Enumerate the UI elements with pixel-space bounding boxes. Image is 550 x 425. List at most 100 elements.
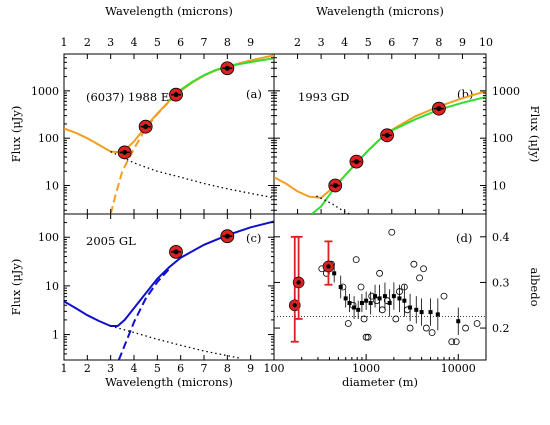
panel-c-model-total-line (64, 220, 274, 327)
panel-d-individual-point (392, 315, 400, 323)
panel-a-top-tick-label: 6 (177, 36, 184, 49)
panel-b-top-tick-label: 10 (479, 36, 493, 49)
panel-c-observation-center (224, 233, 230, 239)
panel-d-binned-point (368, 300, 373, 305)
panel-d-individual-point (462, 324, 469, 332)
panel-b-observation-center (353, 159, 359, 165)
panel-a-plot-area (64, 54, 274, 214)
panel-c-x-tick-label: 9 (247, 362, 254, 375)
panel-d-frame (273, 213, 487, 361)
panel-d-y-tick-label: 0.3 (492, 276, 510, 289)
panel-a-observation-center (224, 65, 230, 71)
panel-d-x-tick-label: 1000 (352, 362, 380, 375)
panel-a-top-axis-label: Wavelength (microns) (105, 4, 233, 18)
panel-b-top-tick-label: 6 (388, 36, 395, 49)
panel-d-binned-point (356, 307, 361, 312)
panel-d-binned-point (428, 310, 433, 315)
panel-d-individual-point (448, 338, 456, 346)
panel-a-model-reflected-line (110, 151, 274, 199)
panel-a-top-tick-label: 3 (107, 36, 114, 49)
panel-a-top-tick-label: 7 (201, 36, 208, 49)
panel-a-frame (63, 53, 275, 215)
panel-d-binned-point (352, 305, 357, 310)
panel-b-frame (273, 53, 487, 215)
panel-b-observation-center (332, 183, 338, 189)
panel-a-top-tick-label: 4 (131, 36, 138, 49)
panel-d-individual-point (364, 333, 372, 341)
panel-a-label: (a) (246, 87, 262, 101)
panel-c-label: (c) (246, 231, 261, 245)
panel-d-binned-point (359, 300, 364, 305)
panel-d-binned-point (414, 307, 419, 312)
panel-b-label: (b) (457, 87, 473, 101)
panel-b-model-total-line (274, 90, 486, 199)
panel-d-highlighted-point-center (292, 303, 297, 308)
panel-d-binned-point (382, 294, 387, 299)
panel-d-individual-point (428, 329, 436, 337)
panel-d-binned-point (402, 298, 407, 303)
panel-c-x-tick-label: 2 (84, 362, 91, 375)
panel-d-binned-point (387, 300, 392, 305)
panel-c-y-axis-label: Flux (μJy) (9, 259, 23, 316)
panel-d-label: (d) (456, 231, 472, 245)
panel-b-y-axis-label: Flux (μJy) (528, 106, 542, 163)
panel-d-individual-point (378, 306, 386, 314)
panel-d-individual-point (383, 297, 391, 305)
panel-d-individual-point (420, 265, 427, 273)
panel-b-top-tick-label: 9 (459, 36, 466, 49)
panel-b-model-reflected-line (316, 195, 350, 214)
panel-c-x-tick-label: 3 (107, 362, 114, 375)
panel-d-binned-point (408, 305, 413, 310)
panel-c-plot-area (64, 220, 274, 360)
panel-d-individual-point (422, 324, 430, 332)
panel-b-top-tick-label: 4 (341, 36, 348, 49)
panel-d-individual-point (452, 338, 460, 346)
panel-d-x-tick-label: 10000 (441, 362, 476, 375)
panel-b-top-tick-label: 3 (318, 36, 325, 49)
panel-c-object-name: 2005 GL (86, 234, 136, 248)
panel-d-highlighted-point-center (326, 264, 331, 269)
panel-d-individual-point (388, 228, 396, 236)
panel-d-individual-point (376, 269, 383, 277)
panel-a-y-tick-label: 100 (38, 132, 59, 145)
panel-b-top-axis-label: Wavelength (microns) (316, 4, 444, 18)
panel-b-y-tick-label: 10 (492, 180, 506, 193)
panel-d-y-tick-label: 0.4 (492, 231, 510, 244)
panel-b-top-tick-label: 2 (294, 36, 301, 49)
panel-c-y-tick-label: 10 (45, 280, 59, 293)
panel-d-binned-point (419, 310, 424, 315)
panel-d-binned-point (435, 312, 440, 317)
panel-c-x-tick-label: 1 (61, 362, 68, 375)
panel-a-observation-center (143, 124, 149, 130)
panel-d-individual-point (357, 283, 365, 291)
panel-d-plot-area (274, 228, 486, 346)
panel-a-y-tick-label: 10 (45, 180, 59, 193)
panel-c-x-axis-label: Wavelength (microns) (105, 375, 233, 389)
panel-a-top-tick-label: 1 (61, 36, 68, 49)
panel-c-y-tick-label: 1 (52, 329, 59, 342)
panel-b-top-tick-label: 7 (412, 36, 419, 49)
panel-b-object-name: 1993 GD (298, 90, 349, 104)
panel-d-individual-point (352, 256, 360, 264)
panel-d-individual-point (440, 292, 448, 300)
panel-d-individual-point (406, 324, 414, 332)
panel-d-individual-point (473, 320, 481, 327)
panel-c-x-tick-label: 8 (224, 362, 231, 375)
panel-b-plot-area (274, 90, 486, 214)
panel-d-individual-point (344, 320, 352, 327)
panel-d-binned-point (456, 319, 461, 324)
panel-b-y-tick-label: 1000 (492, 85, 520, 98)
panel-a-observation-center (122, 149, 128, 155)
panel-d-x-axis-label: diameter (m) (342, 375, 418, 389)
panel-a-top-tick-label: 2 (84, 36, 91, 49)
panel-a-model-thermal-alt-line (168, 57, 274, 102)
panel-c-y-tick-label: 100 (38, 231, 59, 244)
panel-a-y-tick-label: 1000 (31, 85, 59, 98)
panel-d-binned-point (373, 294, 378, 299)
panel-c-x-tick-label: 5 (154, 362, 161, 375)
panel-d-individual-point (410, 260, 418, 268)
panel-d-binned-point (364, 298, 369, 303)
panel-a-y-axis-label: Flux (μJy) (9, 106, 23, 163)
panel-b-observation-center (436, 106, 442, 112)
panel-d-individual-point (362, 333, 370, 341)
